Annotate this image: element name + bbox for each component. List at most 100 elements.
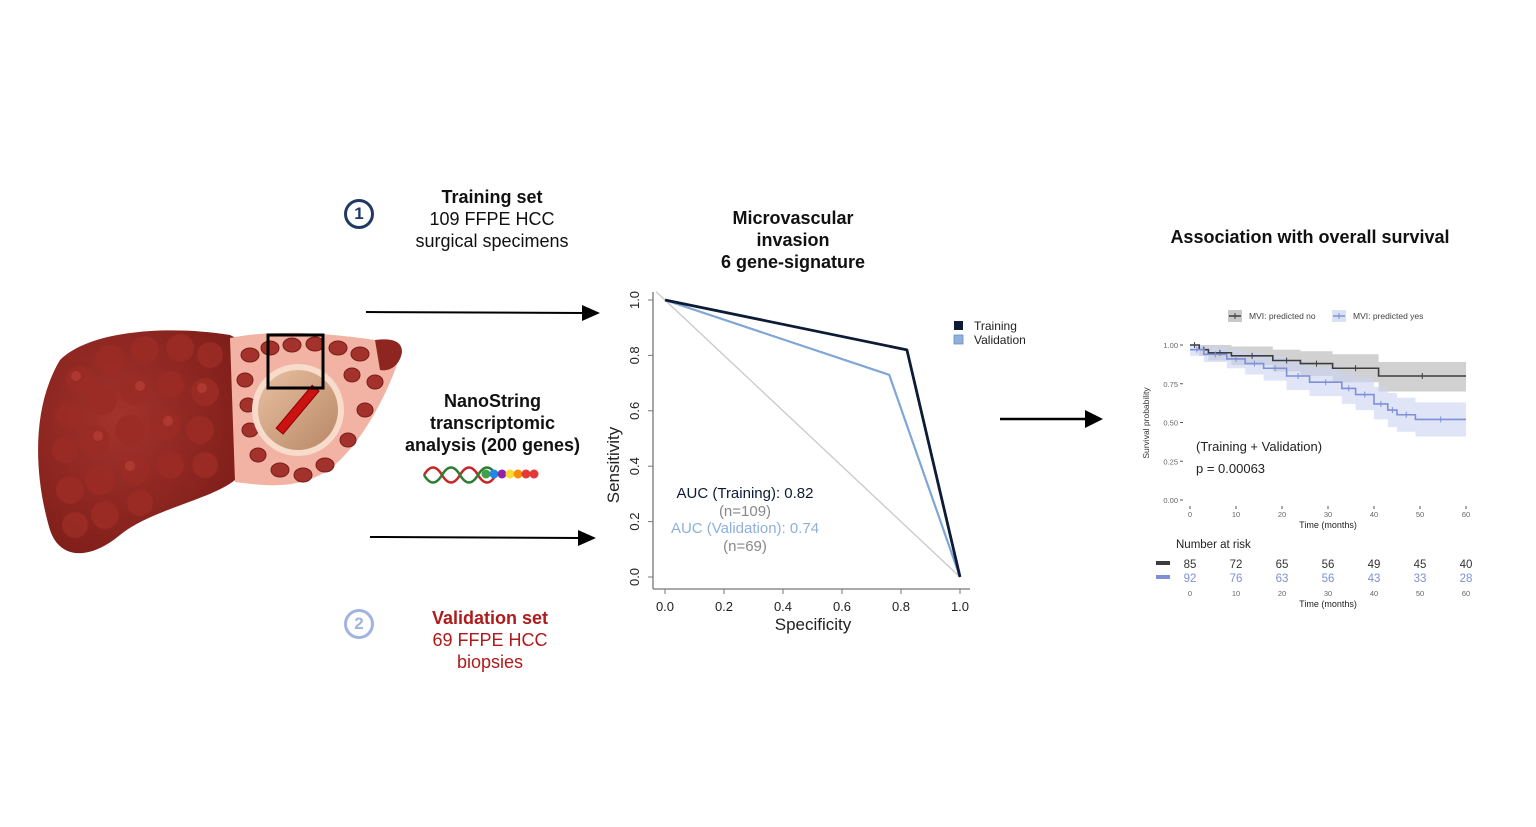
risk-time-label: 20: [1278, 589, 1286, 598]
arrow-to-survival-icon: [1000, 410, 1103, 428]
roc-x-tick-label: 0.6: [833, 599, 851, 614]
legend-label-validation: Validation: [974, 333, 1026, 347]
risk-time-label: 0: [1188, 589, 1192, 598]
zoom-box: [266, 333, 325, 390]
roc-y-axis-label: Sensitivity: [604, 426, 623, 503]
risk-count-yes: 28: [1460, 573, 1473, 585]
roc-y-tick-label: 0.6: [627, 402, 642, 420]
arrow-training-icon: [365, 305, 600, 321]
training-set-line1: 109 FFPE HCC: [429, 209, 555, 229]
arrows-to-roc: [365, 305, 600, 546]
risk-time-label: 40: [1370, 589, 1378, 598]
risk-swatch-no: [1156, 561, 1170, 565]
km-annotation-pvalue: p = 0.00063: [1196, 461, 1265, 476]
dna-barcode-icon: [422, 466, 539, 484]
risk-count-no: 56: [1322, 559, 1335, 571]
risk-count-no: 49: [1368, 559, 1381, 571]
risk-count-no: 45: [1414, 559, 1427, 571]
roc-title: Microvascular invasion 6 gene-signature: [693, 207, 893, 273]
arrow-validation-icon: [369, 530, 596, 546]
risk-count-yes: 56: [1322, 573, 1335, 585]
liver-lobules: [236, 336, 384, 483]
risk-count-yes: 43: [1368, 573, 1381, 585]
risk-time-label: 50: [1416, 589, 1424, 598]
legend-swatch-training: [954, 321, 963, 330]
km-legend-yes: MVI: predicted yes: [1353, 311, 1423, 321]
km-y-tick-label: 0.50: [1163, 419, 1178, 428]
roc-x-tick-label: 0.4: [774, 599, 792, 614]
risk-count-yes: 33: [1414, 573, 1427, 585]
roc-y-tick-label: 0.8: [627, 346, 642, 364]
liver-illustration: [38, 330, 402, 554]
risk-count-yes: 63: [1276, 573, 1289, 585]
km-legend: MVI: predicted no MVI: predicted yes: [1228, 310, 1423, 322]
roc-legend: Training Validation: [953, 319, 1026, 347]
risk-count-no: 85: [1184, 559, 1197, 571]
roc-x-axis-label: Specificity: [775, 615, 852, 634]
km-y-tick-label: 0.75: [1163, 380, 1178, 389]
step-2-badge: 2: [344, 609, 374, 639]
roc-title-line3: 6 gene-signature: [720, 252, 866, 272]
roc-x-tick-label: 1.0: [951, 599, 969, 614]
roc-title-line1: Microvascular: [732, 208, 854, 228]
roc-x-tick-label: 0.8: [892, 599, 910, 614]
liver-nodules: [52, 334, 223, 538]
km-x-tick-label: 60: [1462, 510, 1470, 519]
roc-auc-training: AUC (Training): 0.82: [677, 485, 814, 502]
survival-title: Association with overall survival: [1140, 226, 1480, 248]
validation-set-block: Validation set 69 FFPE HCC biopsies: [390, 607, 590, 673]
roc-reference-line: [664, 299, 961, 578]
step-2-number: 2: [354, 614, 364, 633]
km-x-tick-label: 50: [1416, 510, 1424, 519]
roc-reference-extension: [655, 291, 666, 301]
km-y-tick-label: 0.00: [1163, 496, 1178, 505]
km-y-axis-label: Survival probability: [1141, 387, 1151, 459]
roc-y-tick-label: 1.0: [627, 291, 642, 309]
survival-title-text: Association with overall survival: [1170, 227, 1450, 247]
risk-x-axis-label: Time (months): [1299, 599, 1357, 609]
roc-x-tick-label: 0.2: [715, 599, 733, 614]
risk-count-yes: 92: [1184, 573, 1197, 585]
km-x-tick-label: 40: [1370, 510, 1378, 519]
km-y-tick-label: 1.00: [1163, 341, 1178, 350]
roc-line-training: [664, 298, 962, 578]
nanostring-line1: NanoString: [444, 391, 541, 411]
validation-set-line1: 69 FFPE HCC: [432, 630, 548, 650]
km-x-tick-label: 0: [1188, 510, 1192, 519]
risk-count-yes: 76: [1230, 573, 1243, 585]
validation-set-line2: biopsies: [456, 652, 524, 672]
km-annotation-cohort: (Training + Validation): [1196, 439, 1322, 454]
risk-swatch-yes: [1156, 575, 1170, 579]
survival-chart: MVI: predicted no MVI: predicted yes 0.0…: [1141, 310, 1473, 609]
roc-x-tick-label: 0.0: [656, 599, 674, 614]
training-set-line2: surgical specimens: [415, 231, 569, 251]
roc-chart: 0.0 0.2 0.4 0.6 0.8 1.0 0.0 0.2 0.4 0.6 0.8 1.0 Spe…: [604, 291, 1026, 634]
roc-y-tick-label: 0.2: [627, 513, 642, 531]
roc-n-validation: (n=69): [723, 538, 767, 555]
training-set-title: Training set: [441, 187, 543, 207]
km-x-tick-label: 20: [1278, 510, 1286, 519]
training-set-block: Training set 109 FFPE HCC surgical speci…: [392, 186, 592, 252]
legend-swatch-validation: [953, 334, 964, 345]
km-x-axis-label: Time (months): [1299, 520, 1357, 530]
nanostring-block: NanoString transcriptomic analysis (200 …: [375, 390, 610, 456]
risk-count-no: 40: [1460, 559, 1473, 571]
risk-time-label: 10: [1232, 589, 1240, 598]
legend-label-training: Training: [974, 319, 1017, 333]
km-x-tick-label: 30: [1324, 510, 1332, 519]
roc-auc-validation: AUC (Validation): 0.74: [671, 520, 819, 537]
risk-count-no: 65: [1276, 559, 1289, 571]
risk-time-label: 60: [1462, 589, 1470, 598]
km-legend-no: MVI: predicted no: [1249, 311, 1316, 321]
nanostring-line3: analysis (200 genes): [404, 435, 581, 455]
validation-set-title: Validation set: [431, 608, 549, 628]
km-y-tick-label: 0.25: [1163, 457, 1178, 466]
risk-time-label: 30: [1324, 589, 1332, 598]
step-1-badge: 1: [344, 199, 374, 229]
roc-y-tick-label: 0.4: [627, 457, 642, 475]
nanostring-line2: transcriptomic: [429, 413, 556, 433]
risk-table-title: Number at risk: [1176, 539, 1251, 551]
risk-count-no: 72: [1230, 559, 1243, 571]
roc-y-tick-label: 0.0: [627, 568, 642, 586]
step-1-number: 1: [354, 204, 364, 223]
